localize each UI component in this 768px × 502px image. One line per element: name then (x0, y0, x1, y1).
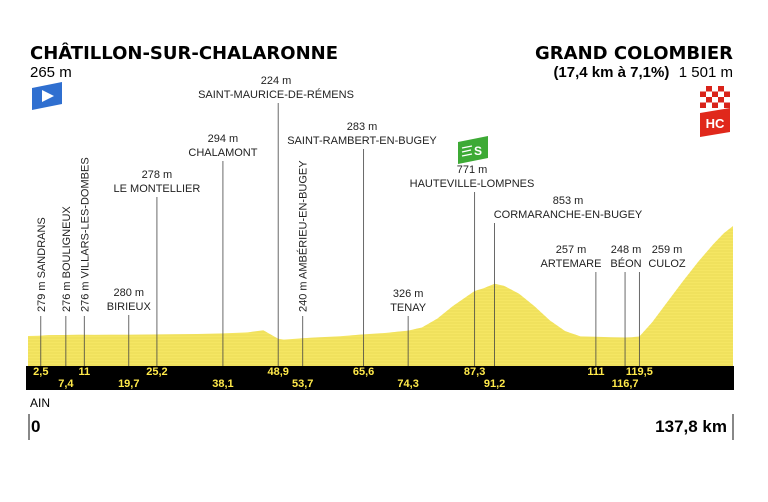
km-label-saint-maurice-de-remens: 48,9 (267, 366, 288, 378)
waypoint-name-chalamont: CHALAMONT (188, 147, 257, 159)
distance-total: 137,8 km (655, 417, 727, 436)
km-label-sandrans: 2,5 (33, 366, 48, 378)
waypoint-alt-saint-maurice-de-remens: 224 m (261, 75, 292, 87)
waypoint-label-sandrans: 279 m SANDRANS (36, 217, 48, 312)
waypoint-name-birieux: BIRIEUX (107, 301, 152, 313)
km-label-villars-les-dombes: 11 (78, 366, 90, 378)
waypoint-name-hauteville-lompnes: HAUTEVILLE-LOMPNES (410, 178, 535, 190)
km-label-chalamont: 38,1 (212, 378, 233, 390)
waypoint-name-beon: BÉON (610, 257, 641, 270)
waypoint-alt-hauteville-lompnes: 771 m (457, 164, 488, 176)
waypoint-name-le-montellier: LE MONTELLIER (114, 183, 201, 195)
waypoint-markers: 279 m SANDRANS 276 m BOULIGNEUX 276 m VILL… (36, 75, 686, 366)
km-label-artemare: 111 (587, 366, 604, 378)
waypoint-name-saint-maurice-de-remens: SAINT-MAURICE-DE-RÉMENS (198, 88, 354, 101)
waypoint-alt-culoz: 259 m (652, 244, 683, 256)
hc-category-label: HC (706, 116, 725, 131)
km-labels: 2,5 7,4 11 19,7 25,2 38,1 48,9 53,7 65,6 74,3 87,3… (33, 366, 653, 390)
waypoint-alt-birieux: 280 m (113, 287, 144, 299)
km-label-tenay: 74,3 (397, 378, 418, 390)
waypoint-label-villars-les-dombes: 276 m VILLARS-LES-DOMBES (79, 157, 91, 312)
km-label-culoz: 119,5 (626, 366, 653, 378)
waypoint-name-tenay: TENAY (390, 302, 427, 314)
km-label-beon: 116,7 (612, 378, 639, 390)
waypoint-label-amberieu-en-bugey: 240 m AMBÉRIEU-EN-BUGEY (297, 160, 310, 312)
finish-climb-info: (17,4 km à 7,1%) (553, 64, 669, 81)
waypoint-name-saint-rambert-en-bugey: SAINT-RAMBERT-EN-BUGEY (287, 135, 437, 147)
start-town-name: CHÂTILLON-SUR-CHALARONNE (30, 42, 338, 64)
waypoint-label-bouligneux: 276 m BOULIGNEUX (61, 206, 73, 312)
finish-town-name: GRAND COLOMBIER (535, 43, 733, 64)
finish-climb-line: (17,4 km à 7,1%) 1 501 m (553, 64, 733, 81)
waypoint-alt-beon: 248 m (611, 244, 642, 256)
waypoint-name-cormaranche-en-bugey: CORMARANCHE-EN-BUGEY (494, 209, 643, 221)
start-flag-icon (32, 82, 62, 110)
km-label-bouligneux: 7,4 (58, 378, 74, 390)
waypoint-name-culoz: CULOZ (648, 258, 686, 270)
waypoint-alt-artemare: 257 m (556, 244, 587, 256)
waypoint-name-artemare: ARTEMARE (541, 258, 602, 270)
waypoint-alt-chalamont: 294 m (208, 133, 239, 145)
waypoint-alt-saint-rambert-en-bugey: 283 m (347, 121, 378, 133)
km-label-amberieu-en-bugey: 53,7 (292, 378, 313, 390)
region-label: AIN (30, 396, 50, 410)
elevation-profile (28, 226, 733, 366)
start-altitude: 265 m (30, 64, 72, 81)
km-label-saint-rambert-en-bugey: 65,6 (353, 366, 374, 378)
km-label-birieux: 19,7 (118, 378, 139, 390)
km-label-hauteville-lompnes: 87,3 (464, 366, 485, 378)
distance-start: 0 (31, 417, 40, 436)
waypoint-alt-le-montellier: 278 m (142, 169, 173, 181)
km-band (26, 366, 734, 390)
finish-altitude: 1 501 m (679, 64, 733, 81)
km-label-le-montellier: 25,2 (146, 366, 167, 378)
sprint-icon-label: S (474, 144, 482, 158)
km-label-cormaranche-en-bugey: 91,2 (484, 378, 505, 390)
finish-flag-icon (700, 86, 730, 108)
waypoint-alt-cormaranche-en-bugey: 853 m (553, 195, 584, 207)
sprint-icon: S (458, 136, 488, 164)
waypoint-alt-tenay: 326 m (393, 288, 424, 300)
hc-category-badge: HC (700, 108, 730, 137)
